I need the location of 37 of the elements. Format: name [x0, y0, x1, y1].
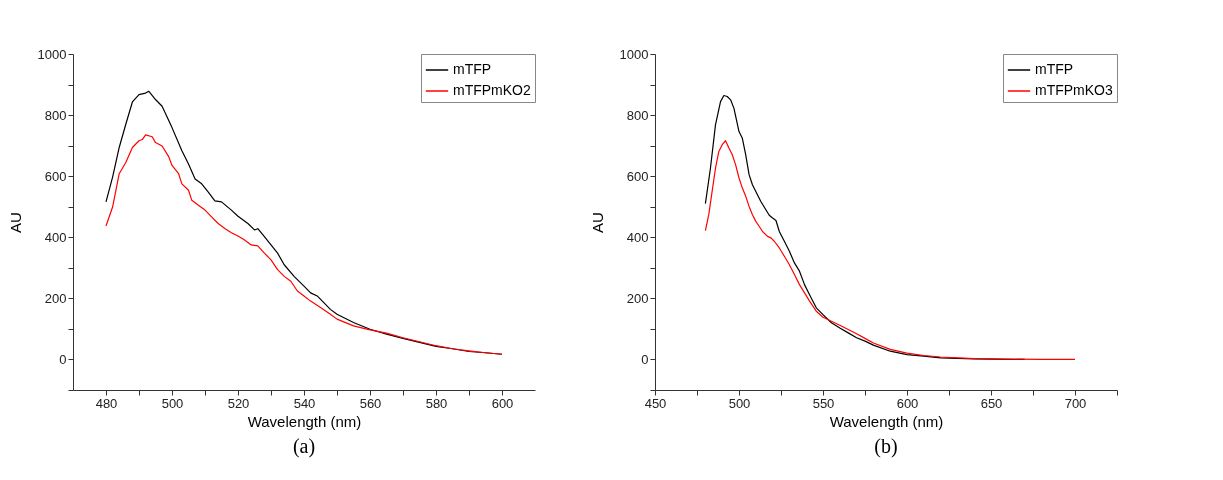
y-tick-label: 400: [44, 229, 67, 245]
x-tick-label: 450: [644, 395, 667, 411]
y-tick-label: 1000: [619, 46, 649, 62]
y-tick-label: 600: [44, 168, 67, 184]
x-tick-label: 500: [728, 395, 751, 411]
y-tick-label: 200: [44, 290, 67, 306]
y-tick-label: 800: [626, 107, 649, 123]
x-tick-label: 520: [227, 395, 250, 411]
y-tick-label: 0: [641, 351, 649, 367]
legend-label: mTFP: [1035, 61, 1074, 77]
x-tick-label: 600: [896, 395, 919, 411]
x-tick-label: 480: [95, 395, 118, 411]
x-tick-label: 540: [293, 395, 316, 411]
y-tick-label: 600: [626, 168, 649, 184]
y-tick-label: 800: [44, 107, 67, 123]
legend-label: mTFP: [453, 61, 492, 77]
y-axis-title: AU: [6, 212, 24, 233]
line-series: [704, 140, 1076, 361]
x-tick-label: 600: [491, 395, 514, 411]
y-tick-label: 200: [626, 290, 649, 306]
x-tick-label: 500: [161, 395, 184, 411]
x-axis-title: Wavelength (nm): [247, 412, 362, 430]
y-tick-label: 400: [626, 229, 649, 245]
y-axis-title: AU: [588, 212, 606, 233]
x-tick-label: 650: [980, 395, 1003, 411]
x-tick-label: 580: [425, 395, 448, 411]
legend-label: mTFPmKO3: [1035, 82, 1113, 98]
legend-label: mTFPmKO2: [453, 82, 531, 98]
x-tick-label: 700: [1064, 395, 1087, 411]
text: (a): [292, 435, 316, 458]
y-tick-label: 1000: [37, 46, 67, 62]
x-axis-title: Wavelength (nm): [829, 412, 944, 430]
x-tick-label: 550: [812, 395, 835, 411]
x-tick-label: 560: [359, 395, 382, 411]
line-series: [105, 134, 503, 355]
text: (b): [874, 435, 898, 458]
y-tick-label: 0: [59, 351, 67, 367]
